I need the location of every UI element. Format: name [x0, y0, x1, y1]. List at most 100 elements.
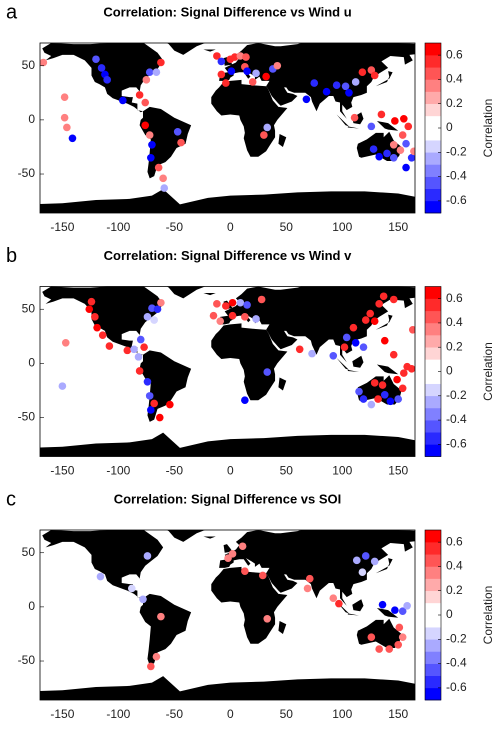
y-tick-label: -50: [18, 166, 36, 180]
data-point: [379, 292, 388, 301]
data-point: [386, 397, 395, 406]
x-tick-label: 50: [280, 220, 294, 234]
data-point: [150, 316, 158, 324]
data-point: [295, 345, 304, 354]
data-point: [147, 662, 155, 671]
colorbar-bin: [425, 651, 441, 664]
colorbar-tick-label: -0.6: [446, 193, 467, 207]
colorbar-tick-label: 0: [446, 364, 453, 378]
data-point: [395, 623, 404, 632]
data-point: [157, 58, 165, 67]
colorbar-bin: [425, 371, 441, 384]
data-point: [141, 98, 150, 107]
x-tick-label: 150: [388, 707, 408, 721]
data-point: [302, 95, 311, 104]
colorbar-tick-label: 0.4: [446, 72, 463, 86]
y-tick-label: 50: [22, 545, 36, 559]
data-point: [407, 153, 415, 162]
data-point: [147, 406, 155, 414]
x-tick-label: -50: [166, 464, 184, 478]
data-point: [213, 52, 221, 60]
colorbar-tick-label: -0.2: [446, 144, 467, 158]
data-point: [134, 353, 143, 361]
data-point: [40, 58, 48, 67]
data-point: [248, 78, 257, 86]
data-point: [378, 381, 387, 389]
data-point: [241, 567, 249, 575]
data-point: [150, 399, 158, 408]
data-point: [398, 131, 407, 139]
panel: a Correlation: Signal Difference vs Wind …: [6, 1, 495, 234]
data-point: [305, 574, 314, 583]
x-tick-label: 0: [227, 464, 234, 478]
data-point: [262, 72, 270, 81]
colorbar-bin: [425, 566, 441, 579]
colorbar-bin: [425, 407, 441, 421]
colorbar-tick-label: 0.6: [446, 291, 463, 305]
data-point: [404, 122, 413, 131]
data-point: [396, 146, 405, 154]
colorbar-tick-label: 0.2: [446, 583, 463, 597]
colorbar-bin: [425, 79, 441, 92]
data-point: [361, 552, 370, 560]
plot-frame: [39, 42, 416, 214]
x-tick-label: -150: [50, 707, 74, 721]
colorbar-bin: [425, 176, 441, 190]
data-point: [402, 163, 410, 172]
data-point: [127, 584, 136, 593]
data-point: [369, 145, 378, 153]
colorbar-tick-label: 0.2: [446, 96, 463, 110]
colorbar-bin: [425, 530, 441, 543]
data-point: [389, 295, 398, 304]
data-point: [367, 122, 376, 131]
x-tick-label: -100: [106, 707, 130, 721]
colorbar-bin: [425, 140, 441, 153]
data-point: [143, 552, 152, 560]
colorbar-bin: [425, 347, 441, 360]
colorbar-bin: [425, 554, 441, 567]
colorbar-tick-label: 0: [446, 607, 453, 621]
y-tick-label: 50: [22, 301, 36, 315]
colorbar-tick-label: 0.4: [446, 559, 463, 573]
data-point: [366, 309, 375, 318]
panel: b Correlation: Signal Difference vs Wind …: [6, 245, 495, 478]
data-point: [308, 349, 316, 358]
data-point: [92, 55, 100, 64]
data-point: [389, 350, 398, 359]
data-point: [322, 87, 331, 96]
data-point: [403, 601, 411, 610]
data-point: [143, 313, 152, 321]
x-tick-label: 0: [227, 220, 234, 234]
data-point: [258, 571, 267, 580]
data-point: [303, 584, 312, 593]
colorbar-tick-label: -0.4: [446, 412, 467, 426]
colorbar-bin: [425, 103, 441, 117]
data-point: [367, 66, 376, 74]
data-point: [329, 594, 338, 603]
data-point: [342, 333, 351, 342]
colorbar-bin: [425, 152, 441, 165]
data-point: [157, 612, 165, 621]
data-point: [228, 311, 237, 320]
data-point: [91, 313, 99, 321]
data-point: [370, 557, 379, 566]
data-point: [145, 392, 154, 400]
colorbar-tick-label: 0.6: [446, 47, 463, 61]
x-tick-label: -150: [50, 220, 74, 234]
colorbar-bin: [425, 420, 441, 433]
data-point: [135, 91, 144, 99]
chart-title: Correlation: Signal Difference vs Wind u: [103, 4, 351, 19]
colorbar-bin: [425, 675, 441, 689]
data-point: [217, 70, 226, 79]
colorbar-bin: [425, 188, 441, 202]
data-point: [243, 67, 251, 75]
colorbar-bin: [425, 639, 441, 652]
data-point: [228, 550, 237, 558]
panel: c Correlation: Signal Difference vs SOI -1…: [6, 488, 495, 721]
data-point: [375, 645, 383, 653]
data-point: [177, 138, 185, 147]
data-point: [394, 640, 403, 649]
data-point: [350, 113, 359, 122]
data-point: [241, 313, 249, 321]
